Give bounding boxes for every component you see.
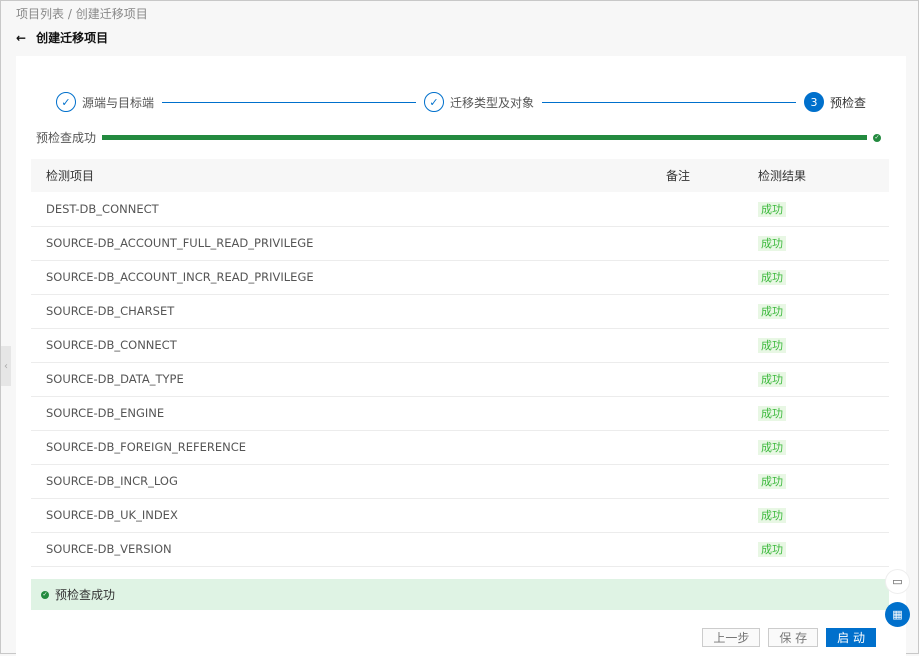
check-item: SOURCE-DB_UK_INDEX bbox=[31, 498, 651, 533]
result-badge: 成功 bbox=[758, 236, 786, 251]
check-note bbox=[651, 498, 743, 533]
step-connector bbox=[162, 101, 416, 103]
result-badge: 成功 bbox=[758, 508, 786, 523]
check-item: SOURCE-DB_CONNECT bbox=[31, 328, 651, 363]
chat-icon[interactable]: ▭ bbox=[885, 569, 910, 594]
page-header: ← 创建迁移项目 bbox=[16, 29, 108, 46]
result-cell: 成功 bbox=[743, 430, 889, 465]
result-badge: 成功 bbox=[758, 542, 786, 557]
table-row: DEST-DB_CONNECT 成功 bbox=[31, 192, 889, 227]
col-header-result: 检测结果 bbox=[743, 159, 889, 192]
check-item: SOURCE-DB_ACCOUNT_INCR_READ_PRIVILEGE bbox=[31, 260, 651, 295]
check-note bbox=[651, 294, 743, 329]
check-circle-icon: ✓ bbox=[873, 133, 881, 142]
check-item: DEST-DB_CONNECT bbox=[31, 192, 651, 227]
check-note bbox=[651, 192, 743, 227]
step-number: 3 bbox=[804, 92, 824, 112]
table-row: SOURCE-DB_CONNECT 成功 bbox=[31, 328, 889, 363]
result-cell: 成功 bbox=[743, 294, 889, 329]
table-row: SOURCE-DB_UK_INDEX 成功 bbox=[31, 498, 889, 533]
table-row: SOURCE-DB_ACCOUNT_INCR_READ_PRIVILEGE 成功 bbox=[31, 260, 889, 295]
col-header-item: 检测项目 bbox=[31, 159, 651, 192]
success-banner: ✓ 预检查成功 bbox=[31, 579, 889, 610]
result-badge: 成功 bbox=[758, 406, 786, 421]
save-button[interactable]: 保 存 bbox=[768, 628, 819, 647]
start-button[interactable]: 启 动 bbox=[826, 628, 876, 647]
result-cell: 成功 bbox=[743, 328, 889, 363]
breadcrumb: 项目列表 / 创建迁移项目 bbox=[16, 5, 148, 22]
result-badge: 成功 bbox=[758, 304, 786, 319]
check-note bbox=[651, 430, 743, 465]
result-badge: 成功 bbox=[758, 338, 786, 353]
col-header-note: 备注 bbox=[651, 159, 743, 192]
check-item: SOURCE-DB_CHARSET bbox=[31, 294, 651, 329]
check-circle-icon: ✓ bbox=[41, 590, 49, 599]
breadcrumb-project-list[interactable]: 项目列表 bbox=[16, 7, 65, 21]
step-1: ✓ 源端与目标端 bbox=[56, 92, 154, 112]
check-item: SOURCE-DB_VERSION bbox=[31, 532, 651, 567]
collapse-handle[interactable]: ‹ bbox=[1, 346, 11, 386]
check-item: SOURCE-DB_DATA_TYPE bbox=[31, 362, 651, 397]
table-row: SOURCE-DB_VERSION 成功 bbox=[31, 532, 889, 567]
step-3: 3 预检查 bbox=[804, 92, 866, 112]
result-badge: 成功 bbox=[758, 270, 786, 285]
progress-bar bbox=[102, 135, 867, 140]
check-note bbox=[651, 328, 743, 363]
chevron-left-icon: ‹ bbox=[4, 360, 8, 372]
check-note bbox=[651, 396, 743, 431]
result-cell: 成功 bbox=[743, 362, 889, 397]
check-icon: ✓ bbox=[424, 92, 444, 112]
result-cell: 成功 bbox=[743, 192, 889, 227]
step-label: 预检查 bbox=[830, 95, 867, 110]
result-badge: 成功 bbox=[758, 372, 786, 387]
check-note bbox=[651, 226, 743, 261]
result-badge: 成功 bbox=[758, 201, 786, 217]
table-row: SOURCE-DB_ENGINE 成功 bbox=[31, 396, 889, 431]
check-item: SOURCE-DB_ENGINE bbox=[31, 396, 651, 431]
result-cell: 成功 bbox=[743, 396, 889, 431]
page-title: 创建迁移项目 bbox=[36, 31, 109, 45]
step-connector bbox=[542, 101, 796, 103]
result-badge: 成功 bbox=[758, 474, 786, 489]
result-cell: 成功 bbox=[743, 532, 889, 567]
progress-label: 预检查成功 bbox=[36, 131, 97, 145]
result-cell: 成功 bbox=[743, 226, 889, 261]
check-note bbox=[651, 464, 743, 499]
breadcrumb-current: 创建迁移项目 bbox=[75, 7, 148, 21]
banner-text: 预检查成功 bbox=[55, 588, 116, 602]
footer-actions: 上一步 保 存 启 动 bbox=[702, 628, 876, 647]
table-row: SOURCE-DB_DATA_TYPE 成功 bbox=[31, 362, 889, 397]
check-item: SOURCE-DB_FOREIGN_REFERENCE bbox=[31, 430, 651, 465]
prev-button[interactable]: 上一步 bbox=[702, 628, 761, 647]
step-label: 迁移类型及对象 bbox=[450, 95, 535, 110]
check-note bbox=[651, 260, 743, 295]
back-arrow-icon[interactable]: ← bbox=[16, 30, 27, 45]
apps-grid-icon[interactable]: ▦ bbox=[885, 602, 910, 627]
check-note bbox=[651, 532, 743, 567]
step-2: ✓ 迁移类型及对象 bbox=[424, 92, 534, 112]
main-card: ✓ 源端与目标端 ✓ 迁移类型及对象 3 预检查 预检查成功 ✓ 检测项目 备注 检测… bbox=[16, 56, 906, 656]
check-note bbox=[651, 362, 743, 397]
check-icon: ✓ bbox=[56, 92, 76, 112]
table-row: SOURCE-DB_INCR_LOG 成功 bbox=[31, 464, 889, 499]
breadcrumb-separator: / bbox=[67, 7, 72, 21]
check-item: SOURCE-DB_ACCOUNT_FULL_READ_PRIVILEGE bbox=[31, 226, 651, 261]
result-cell: 成功 bbox=[743, 498, 889, 533]
table-row: SOURCE-DB_CHARSET 成功 bbox=[31, 294, 889, 329]
result-cell: 成功 bbox=[743, 260, 889, 295]
precheck-table: 检测项目 备注 检测结果 DEST-DB_CONNECT 成功 SOURCE-DB_… bbox=[31, 159, 889, 567]
table-row: SOURCE-DB_FOREIGN_REFERENCE 成功 bbox=[31, 430, 889, 465]
table-row: SOURCE-DB_ACCOUNT_FULL_READ_PRIVILEGE 成功 bbox=[31, 226, 889, 261]
step-label: 源端与目标端 bbox=[82, 95, 155, 110]
stepper: ✓ 源端与目标端 ✓ 迁移类型及对象 3 预检查 bbox=[56, 91, 866, 113]
result-cell: 成功 bbox=[743, 464, 889, 499]
precheck-progress: 预检查成功 ✓ bbox=[36, 129, 881, 146]
check-item: SOURCE-DB_INCR_LOG bbox=[31, 464, 651, 499]
result-badge: 成功 bbox=[758, 440, 786, 455]
